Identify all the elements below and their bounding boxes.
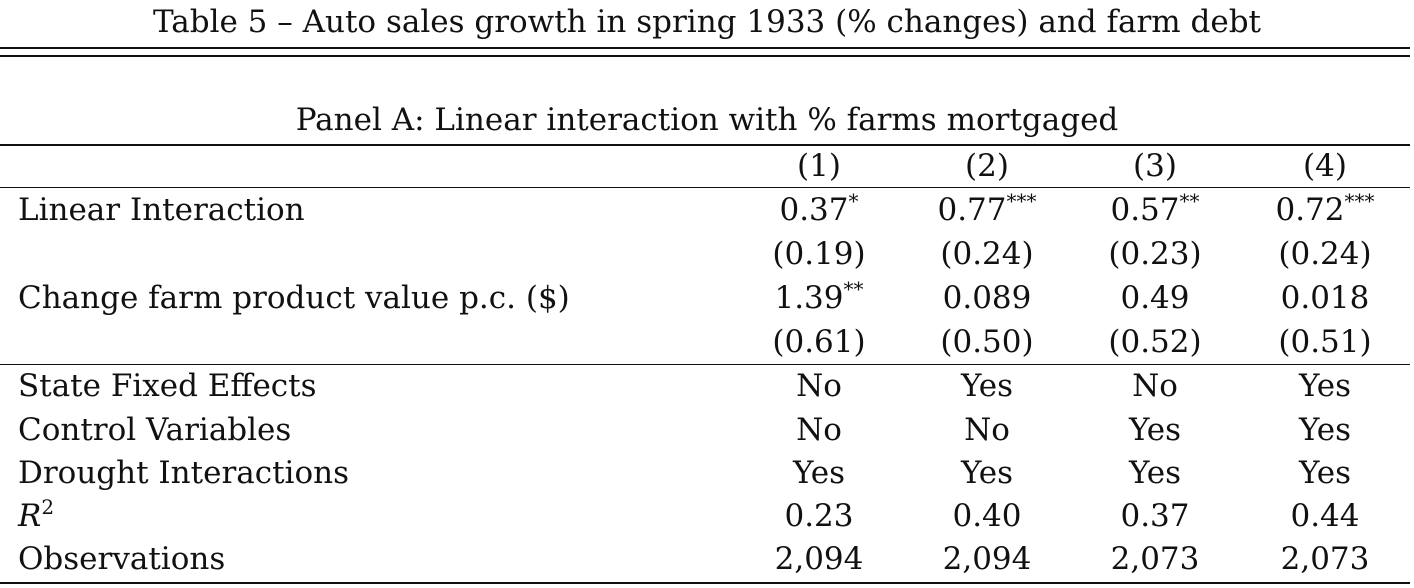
table-cell: 2,094 (774, 541, 864, 577)
significance-stars: *** (1006, 189, 1037, 213)
table-cell: (0.24) (940, 236, 1034, 272)
cell-value: 1.39 (774, 280, 844, 316)
table-cell: 0.44 (1290, 498, 1360, 534)
table-cell: 0.72*** (1250, 190, 1400, 230)
panel-title: Panel A: Linear interaction with % farms… (295, 102, 1119, 138)
table-cell: (0.61) (772, 324, 866, 360)
row-label-drought-interactions: Drought Interactions (18, 455, 350, 491)
table-cell: 0.018 (1280, 280, 1370, 316)
table-cell: 0.089 (942, 280, 1032, 316)
cell-value: 0.77 (937, 192, 1007, 228)
table-cell: (0.19) (772, 236, 866, 272)
table-cell: Yes (1128, 412, 1182, 448)
table-cell: Yes (960, 368, 1014, 404)
table-cell: Yes (792, 455, 846, 491)
table-cell: 0.40 (952, 498, 1022, 534)
row-label-r-squared: R2 (18, 496, 54, 536)
table-cell: (0.52) (1108, 324, 1202, 360)
table-cell: Yes (1128, 455, 1182, 491)
table-cell: No (796, 368, 842, 404)
significance-stars: ** (843, 277, 864, 301)
table-cell: (0.24) (1278, 236, 1372, 272)
column-header-2: (2) (965, 148, 1009, 184)
column-header-4: (4) (1303, 148, 1347, 184)
table-cell: No (796, 412, 842, 448)
title-rule-bottom (0, 55, 1410, 57)
table-cell: (0.50) (940, 324, 1034, 360)
column-header-rule (0, 187, 1410, 188)
table-cell: 0.49 (1120, 280, 1190, 316)
table-cell: Yes (1298, 455, 1352, 491)
cell-value: 0.57 (1110, 192, 1180, 228)
table-cell: 0.23 (784, 498, 854, 534)
table-cell: 2,073 (1110, 541, 1200, 577)
panel-header-rule (0, 144, 1410, 146)
table-cell: No (1132, 368, 1178, 404)
table-cell: Yes (960, 455, 1014, 491)
table-cell: 0.37 (1120, 498, 1190, 534)
row-label-state-fixed-effects: State Fixed Effects (18, 368, 317, 404)
table-title: Table 5 – Auto sales growth in spring 19… (152, 4, 1262, 40)
r-squared-exponent: 2 (41, 495, 55, 519)
table-cell: Yes (1298, 368, 1352, 404)
cell-value: 0.37 (779, 192, 849, 228)
table-cell: 1.39** (744, 278, 894, 318)
table-cell: 2,073 (1280, 541, 1370, 577)
table-cell: Yes (1298, 412, 1352, 448)
row-label-change-farm-product-value: Change farm product value p.c. ($) (18, 280, 570, 316)
title-rule-top (0, 47, 1410, 49)
table-cell: (0.23) (1108, 236, 1202, 272)
table-cell: 2,094 (942, 541, 1032, 577)
table-cell: 0.37* (744, 190, 894, 230)
row-label-linear-interaction: Linear Interaction (18, 192, 305, 228)
table-cell: No (964, 412, 1010, 448)
cell-value: 0.72 (1275, 192, 1345, 228)
table-cell: (0.51) (1278, 324, 1372, 360)
column-header-3: (3) (1133, 148, 1177, 184)
r-squared-symbol: R (18, 498, 42, 534)
row-label-observations: Observations (18, 541, 226, 577)
row-label-control-variables: Control Variables (18, 412, 292, 448)
table-cell: 0.77*** (912, 190, 1062, 230)
column-header-1: (1) (797, 148, 841, 184)
table-cell: 0.57** (1080, 190, 1230, 230)
table-bottom-rule (0, 582, 1410, 584)
controls-rule (0, 364, 1410, 365)
significance-stars: ** (1179, 189, 1200, 213)
significance-stars: * (848, 189, 859, 213)
significance-stars: *** (1344, 189, 1375, 213)
